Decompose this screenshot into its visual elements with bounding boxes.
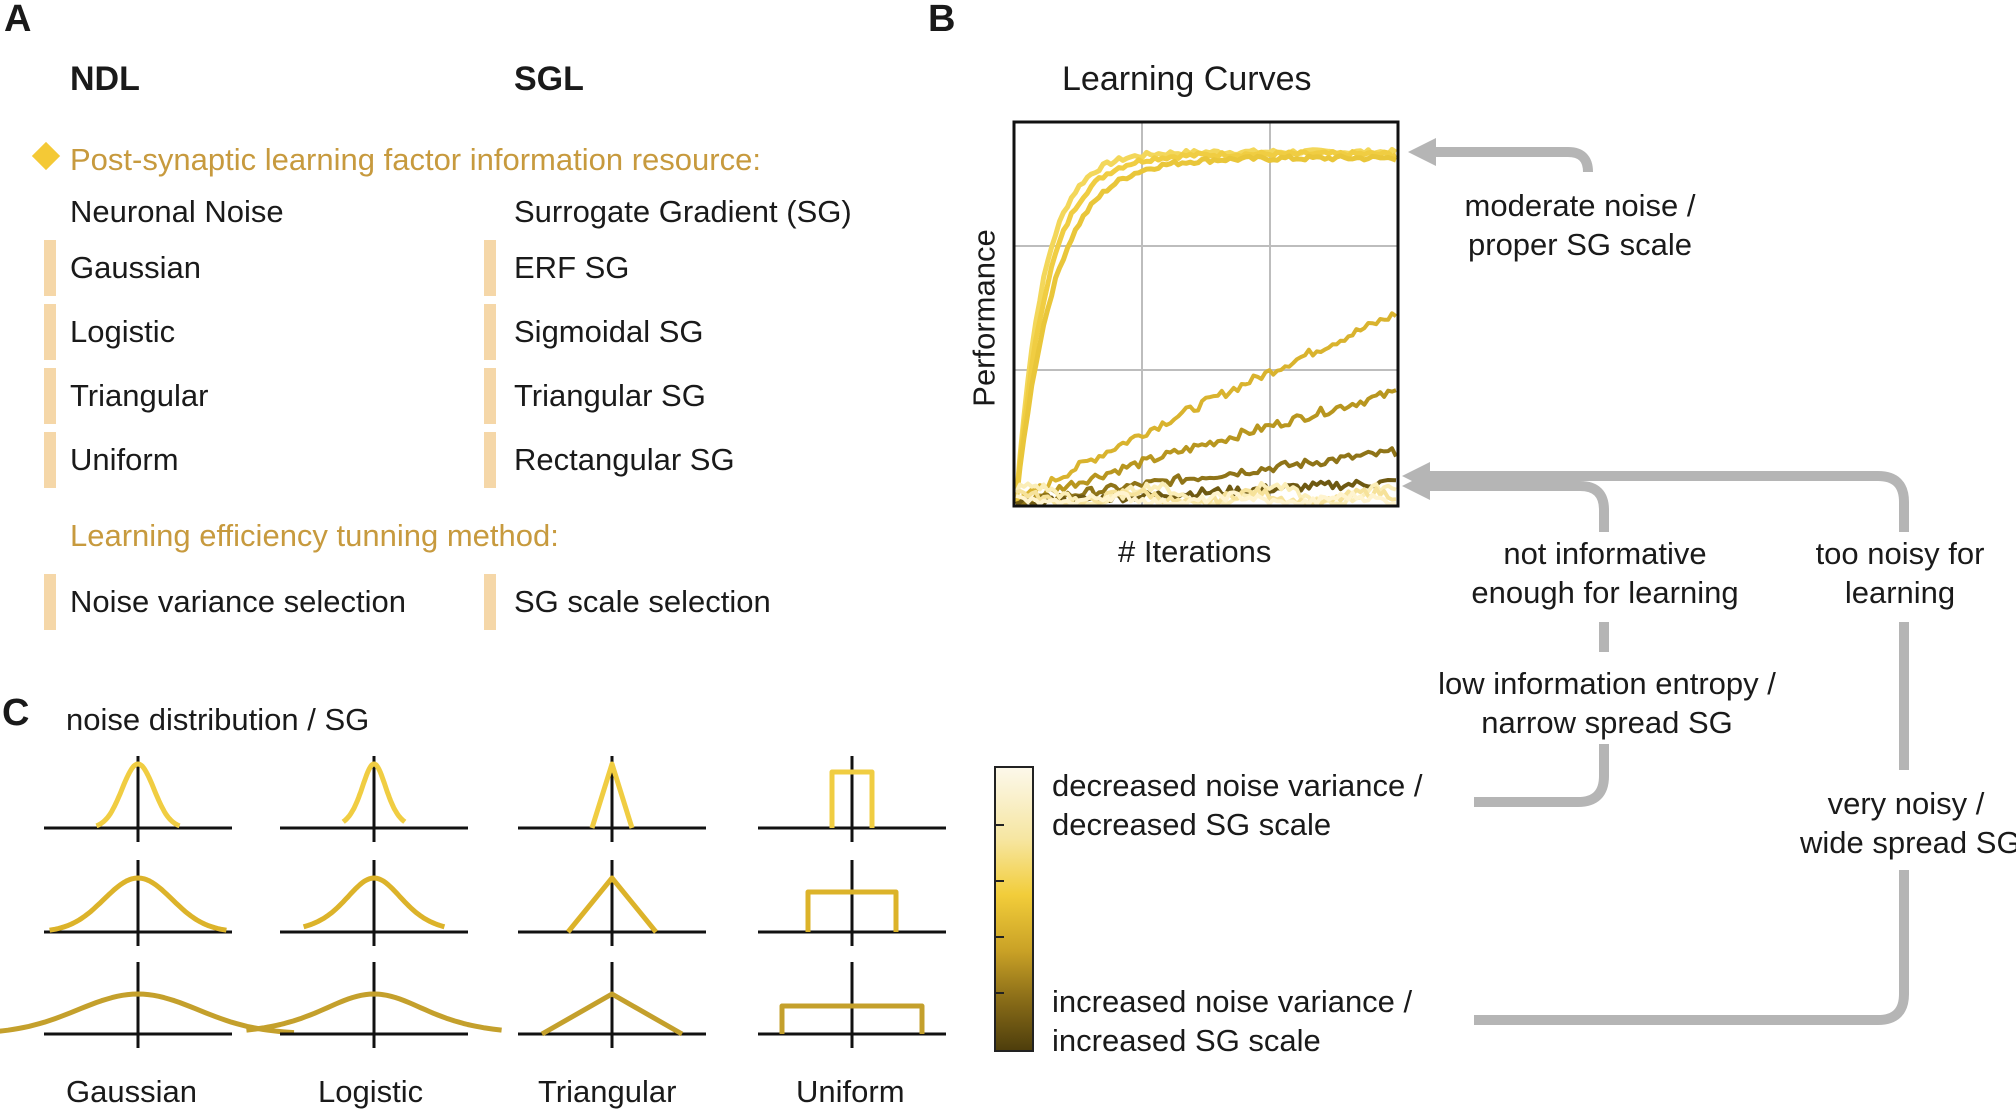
legend-line: decreased SG scale bbox=[1052, 807, 1332, 842]
colorbar-top-label: decreased noise variance / decreased SG … bbox=[1052, 766, 1423, 844]
arrow-too-noisy bbox=[1430, 471, 1909, 532]
learning-curves-chart bbox=[1012, 120, 1400, 508]
distribution-curve bbox=[0, 991, 295, 1036]
annotation-line: learning bbox=[1844, 575, 1956, 610]
annotation-line: wide spread SG bbox=[1800, 825, 2016, 860]
annotation-line: proper SG scale bbox=[1468, 227, 1692, 262]
distribution-grid bbox=[0, 756, 946, 1048]
distribution-curve bbox=[540, 991, 684, 1037]
column-label-gaussian: Gaussian bbox=[66, 1074, 197, 1109]
learning-curve-series bbox=[1013, 147, 1398, 506]
distribution-curve bbox=[589, 761, 635, 829]
ndl-item-gaussian: Gaussian bbox=[70, 250, 201, 285]
panel-c-title: noise distribution / SG bbox=[66, 702, 370, 737]
distribution-curve bbox=[49, 875, 227, 933]
sgl-subheader: Surrogate Gradient (SG) bbox=[514, 194, 852, 229]
sgl-item-triangular: Triangular SG bbox=[514, 378, 706, 413]
distribution-curve bbox=[779, 1003, 925, 1034]
annotation-line: narrow spread SG bbox=[1481, 705, 1733, 740]
arrowheads bbox=[1402, 138, 1436, 500]
sgl-item-sigmoidal: Sigmoidal SG bbox=[514, 314, 704, 349]
panel-a-label: A bbox=[4, 0, 32, 40]
section-information-resource-title: Post-synaptic learning factor informatio… bbox=[70, 142, 761, 177]
learning-curve bbox=[1015, 478, 1397, 506]
connector-low-entropy bbox=[1474, 744, 1609, 807]
legend-line: increased noise variance / bbox=[1052, 984, 1413, 1019]
distribution-curve bbox=[805, 889, 899, 932]
section-tuning-method-title: Learning efficiency tunning method: bbox=[70, 518, 559, 553]
chart-frame bbox=[1012, 120, 1400, 508]
column-label-uniform: Uniform bbox=[796, 1074, 905, 1109]
annotation-low-entropy: low information entropy / narrow spread … bbox=[1422, 664, 1792, 742]
annotation-line: low information entropy / bbox=[1438, 666, 1776, 701]
ndl-item-bar bbox=[44, 304, 56, 360]
connector-arrows bbox=[1430, 147, 1909, 1025]
ndl-method: Noise variance selection bbox=[70, 584, 407, 619]
learning-curve bbox=[1013, 147, 1398, 505]
distribution-curve bbox=[829, 769, 875, 828]
sgl-item-bar bbox=[484, 432, 496, 488]
annotation-line: moderate noise / bbox=[1464, 188, 1696, 223]
sgl-column-header: SGL bbox=[514, 60, 584, 98]
column-label-logistic: Logistic bbox=[318, 1074, 424, 1109]
annotation-line: not informative bbox=[1503, 536, 1707, 571]
legend-line: increased SG scale bbox=[1052, 1023, 1321, 1058]
legend-line: decreased noise variance / bbox=[1052, 768, 1423, 803]
sgl-item-bar bbox=[484, 304, 496, 360]
learning-curves-title: Learning Curves bbox=[1062, 60, 1312, 98]
column-label-triangular: Triangular bbox=[538, 1074, 677, 1109]
x-axis-label: # Iterations bbox=[1118, 534, 1272, 569]
sgl-item-rectangular: Rectangular SG bbox=[514, 442, 735, 477]
panel-b-label: B bbox=[928, 0, 956, 40]
distribution-curve bbox=[341, 761, 407, 824]
learning-curve bbox=[1013, 149, 1397, 503]
ndl-item-logistic: Logistic bbox=[70, 314, 176, 349]
annotation-very-noisy: very noisy / wide spread SG bbox=[1800, 784, 2016, 862]
ndl-subheader: Neuronal Noise bbox=[70, 194, 284, 229]
sgl-method-bar bbox=[484, 574, 496, 630]
ndl-item-bar bbox=[44, 240, 56, 296]
annotation-too-noisy: too noisy for learning bbox=[1790, 534, 2010, 612]
distribution-curve bbox=[302, 875, 446, 930]
sgl-item-erf: ERF SG bbox=[514, 250, 630, 285]
annotation-line: very noisy / bbox=[1827, 786, 1985, 821]
colorbar-bottom-label: increased noise variance / increased SG … bbox=[1052, 982, 1412, 1060]
learning-curve bbox=[1015, 311, 1398, 506]
ndl-item-triangular: Triangular bbox=[70, 378, 209, 413]
ndl-item-bar bbox=[44, 368, 56, 424]
arrowhead-icon bbox=[1408, 138, 1436, 166]
arrowhead-icon bbox=[1402, 462, 1430, 490]
sgl-item-bar bbox=[484, 240, 496, 296]
learning-curve bbox=[1015, 388, 1397, 505]
learning-curve bbox=[1013, 153, 1397, 505]
annotation-line: enough for learning bbox=[1471, 575, 1739, 610]
ndl-column-header: NDL bbox=[70, 60, 140, 98]
distribution-curve bbox=[95, 761, 181, 829]
annotation-not-informative: not informative enough for learning bbox=[1450, 534, 1760, 612]
distribution-curve bbox=[566, 875, 658, 934]
arrow-moderate bbox=[1430, 147, 1593, 173]
sgl-item-bar bbox=[484, 368, 496, 424]
ndl-item-uniform: Uniform bbox=[70, 442, 179, 477]
learning-curve bbox=[1015, 490, 1396, 506]
annotation-moderate-noise: moderate noise / proper SG scale bbox=[1450, 186, 1710, 264]
arrow-not-informative bbox=[1430, 481, 1609, 532]
ndl-method-bar bbox=[44, 574, 56, 630]
colorbar bbox=[994, 766, 1034, 1052]
ndl-item-bar bbox=[44, 432, 56, 488]
annotation-line: too noisy for bbox=[1815, 536, 1985, 571]
sgl-method: SG scale selection bbox=[514, 584, 771, 619]
distribution-curve bbox=[246, 991, 502, 1033]
panel-c-label: C bbox=[2, 692, 30, 734]
connector-very-noisy bbox=[1474, 870, 1909, 1025]
